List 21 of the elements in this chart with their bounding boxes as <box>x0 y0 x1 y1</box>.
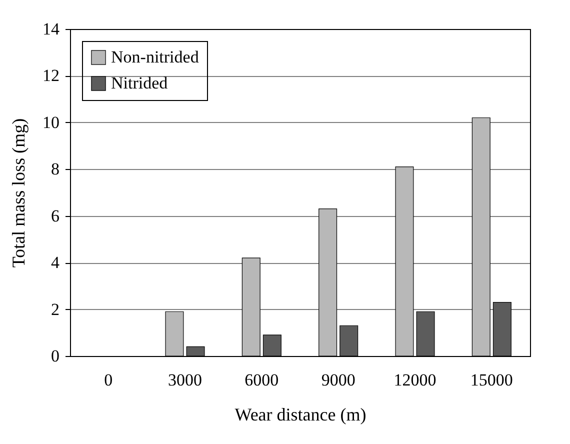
y-tick-label: 6 <box>51 206 60 226</box>
bar <box>262 334 282 356</box>
y-tick-label: 8 <box>51 160 60 179</box>
bar <box>340 325 358 356</box>
y-tick-label: 14 <box>42 20 60 38</box>
x-axis-title: Wear distance (m) <box>234 404 366 424</box>
y-tick-label: 2 <box>51 300 60 319</box>
y-tick-label: 12 <box>42 66 60 86</box>
y-tick-label: 4 <box>51 253 60 272</box>
x-tick-label: 9000 <box>321 370 356 390</box>
legend-label: Non-nitrided <box>111 48 200 66</box>
x-tick-label: 6000 <box>244 370 279 390</box>
x-tick-label: 12000 <box>394 370 436 390</box>
y-tick-label: 0 <box>51 346 60 366</box>
y-tick-label: 10 <box>42 112 60 132</box>
x-tick-label: 15000 <box>470 370 513 390</box>
legend-label: Nitrided <box>111 74 168 92</box>
x-tick-label: 3000 <box>168 370 202 390</box>
x-tick-label: 0 <box>104 370 113 390</box>
bar <box>186 346 205 356</box>
y-axis-title: Total mass loss (mg) <box>8 118 28 268</box>
